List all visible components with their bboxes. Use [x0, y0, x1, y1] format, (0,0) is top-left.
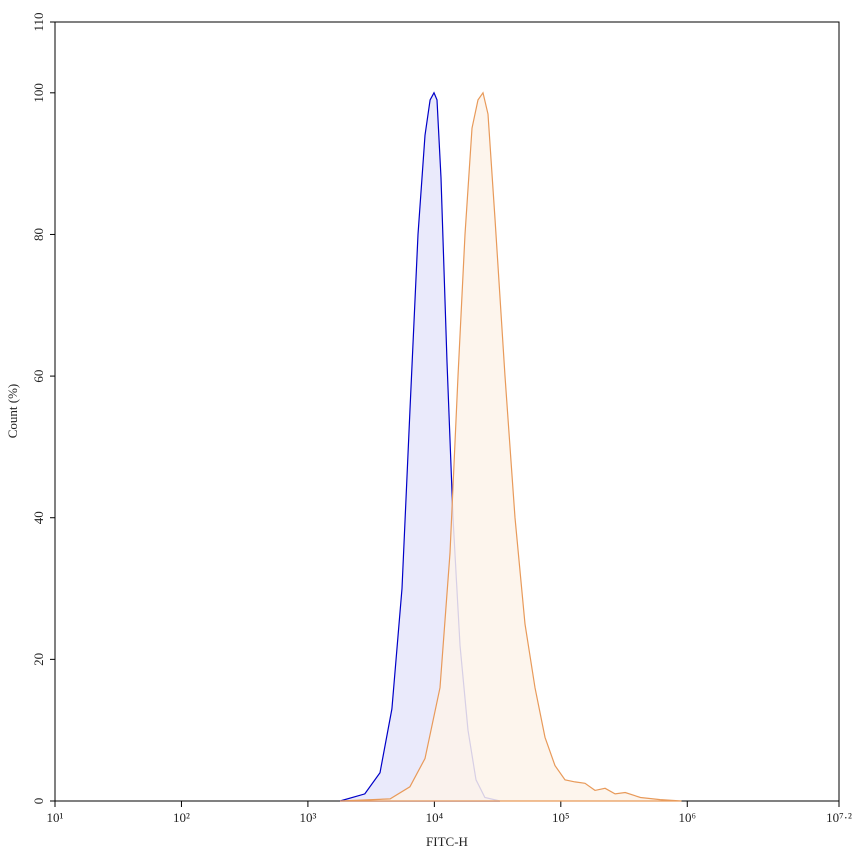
- y-tick-label: 40: [31, 511, 46, 524]
- x-axis-label: FITC-H: [426, 834, 468, 849]
- y-tick-label: 80: [31, 228, 46, 241]
- x-tick-label: 10⁶: [678, 810, 696, 825]
- x-tick-label: 10¹: [47, 810, 64, 825]
- x-tick-label: 10⁵: [552, 810, 570, 825]
- y-tick-label: 110: [31, 12, 46, 31]
- x-tick-label: 10²: [173, 810, 190, 825]
- y-tick-label: 20: [31, 653, 46, 666]
- y-axis-label: Count (%): [5, 384, 20, 439]
- area: [339, 91, 682, 802]
- x-tick-label: 10⁴: [426, 810, 444, 825]
- y-tick-label: 100: [31, 83, 46, 103]
- x-tick-label: 10³: [299, 810, 316, 825]
- x-tick-label: 10⁷·²: [826, 810, 852, 825]
- y-tick-label: 60: [31, 370, 46, 383]
- y-tick-label: 0: [31, 798, 46, 805]
